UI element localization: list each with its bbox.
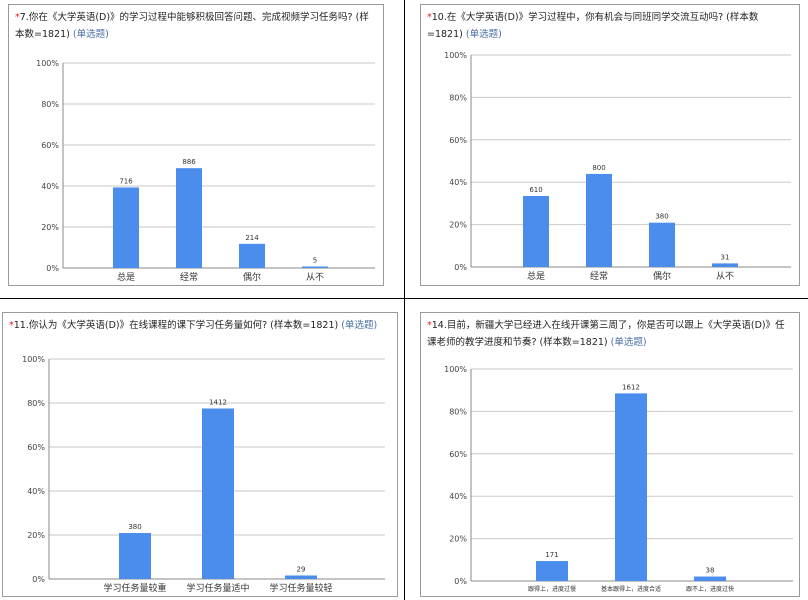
y-tick-label: 20%: [449, 221, 467, 230]
bar: [113, 187, 139, 268]
question-type-label[interactable]: (单选题): [465, 29, 502, 40]
y-tick-label: 100%: [36, 59, 59, 68]
y-tick-label: 20%: [27, 531, 45, 540]
bar-chart-q14: 0% 20% 40% 60% 80% 100% 171 跟得上，进度过慢 1612 基本跟得上，进…: [444, 365, 793, 593]
bar: [615, 393, 647, 581]
bar-chart-q7: 0% 20% 40% 60% 80% 100% 716 总是 886 经常 214 偶尔 5 从不: [36, 59, 375, 283]
y-tick-label: 60%: [449, 136, 467, 145]
question-text: *14.目前，新疆大学已经进入在线开课第三周了，你是否可以跟上《大学英语(D)》…: [427, 320, 785, 348]
data-label: 214: [245, 234, 259, 242]
y-tick-label: 0%: [46, 264, 59, 273]
y-tick-label: 0%: [454, 263, 467, 272]
data-label: 1412: [209, 399, 227, 407]
data-label: 38: [706, 567, 715, 575]
bar: [285, 575, 317, 579]
horizontal-divider: [0, 298, 808, 299]
bar-chart-q10: 0% 20% 40% 60% 80% 100% 610 总是 800 经常 380 偶尔 31 从不: [444, 51, 791, 282]
bar: [302, 266, 328, 268]
y-tick-label: 40%: [449, 492, 467, 501]
data-label: 29: [297, 565, 306, 573]
data-label: 886: [182, 158, 196, 166]
vertical-divider: [404, 0, 405, 600]
category-label: 跟得上，进度过慢: [528, 585, 576, 593]
data-label: 716: [119, 177, 133, 185]
category-label: 学习任务量较轻: [269, 582, 332, 594]
category-label: 经常: [590, 270, 608, 282]
data-label: 800: [592, 164, 605, 172]
category-label: 偶尔: [243, 271, 261, 283]
question-text: *10.在《大学英语(D)》学习过程中，你有机会与同班同学交流互动吗? (样本数…: [427, 12, 759, 40]
y-tick-label: 80%: [41, 100, 59, 109]
chart-panel-q7: *7.你在《大学英语(D)》的学习过程中能够积极回答问题、完成视频学习任务吗? …: [8, 4, 384, 286]
chart-panel-q11: *11.你认为《大学英语(D)》在线课程的课下学习任务量如何? (样本数=182…: [2, 312, 398, 597]
bar: [202, 408, 234, 579]
bar: [694, 576, 726, 581]
data-label: 5: [313, 257, 317, 265]
category-label: 从不: [716, 271, 734, 282]
bar: [586, 173, 612, 267]
category-label: 经常: [180, 271, 198, 283]
category-label: 偶尔: [653, 270, 671, 282]
y-tick-label: 40%: [41, 182, 59, 191]
data-label: 380: [655, 213, 668, 221]
question-type-label[interactable]: (单选题): [341, 320, 378, 331]
y-tick-label: 0%: [32, 575, 45, 584]
y-tick-label: 80%: [27, 399, 45, 408]
bar: [536, 561, 568, 581]
category-label: 学习任务量较重: [103, 582, 166, 594]
y-tick-label: 80%: [449, 407, 467, 416]
y-tick-label: 40%: [449, 178, 467, 187]
bar: [176, 168, 202, 268]
y-tick-label: 80%: [449, 93, 467, 102]
question-type-label[interactable]: (单选题): [72, 29, 109, 40]
category-label: 总是: [527, 270, 545, 282]
bar: [523, 195, 549, 267]
y-tick-label: 60%: [449, 450, 467, 459]
bar: [712, 263, 738, 267]
y-tick-label: 0%: [454, 577, 467, 586]
data-label: 1612: [622, 383, 640, 391]
data-label: 31: [721, 253, 730, 261]
category-label: 总是: [117, 271, 135, 283]
question-text: *11.你认为《大学英语(D)》在线课程的课下学习任务量如何? (样本数=182…: [9, 320, 378, 331]
question-text: *7.你在《大学英语(D)》的学习过程中能够积极回答问题、完成视频学习任务吗? …: [15, 12, 369, 40]
chart-panel-q14: *14.目前，新疆大学已经进入在线开课第三周了，你是否可以跟上《大学英语(D)》…: [420, 312, 800, 597]
data-label: 610: [529, 186, 542, 194]
y-tick-label: 100%: [444, 365, 467, 374]
bar: [239, 243, 265, 268]
y-tick-label: 40%: [27, 487, 45, 496]
category-label: 学习任务量适中: [186, 582, 249, 594]
chart-panel-q10: *10.在《大学英语(D)》学习过程中，你有机会与同班同学交流互动吗? (样本数…: [420, 4, 800, 286]
data-label: 171: [545, 551, 558, 559]
bar: [649, 222, 675, 267]
category-label: 从不: [306, 272, 324, 283]
category-label: 跟不上，进度过快: [686, 585, 734, 593]
category-label: 基本跟得上，进度合适: [601, 585, 661, 593]
y-tick-label: 20%: [41, 223, 59, 232]
y-tick-label: 100%: [444, 51, 467, 60]
bar-chart-q11: 0% 20% 40% 60% 80% 100% 380 学习任务量较重 1412 学习任务量适中 2…: [22, 355, 385, 594]
y-tick-label: 60%: [27, 443, 45, 452]
y-tick-label: 20%: [449, 535, 467, 544]
y-tick-label: 60%: [41, 141, 59, 150]
data-label: 380: [128, 523, 141, 531]
bar: [119, 533, 151, 579]
question-type-label[interactable]: (单选题): [610, 337, 647, 348]
y-tick-label: 100%: [22, 355, 45, 364]
